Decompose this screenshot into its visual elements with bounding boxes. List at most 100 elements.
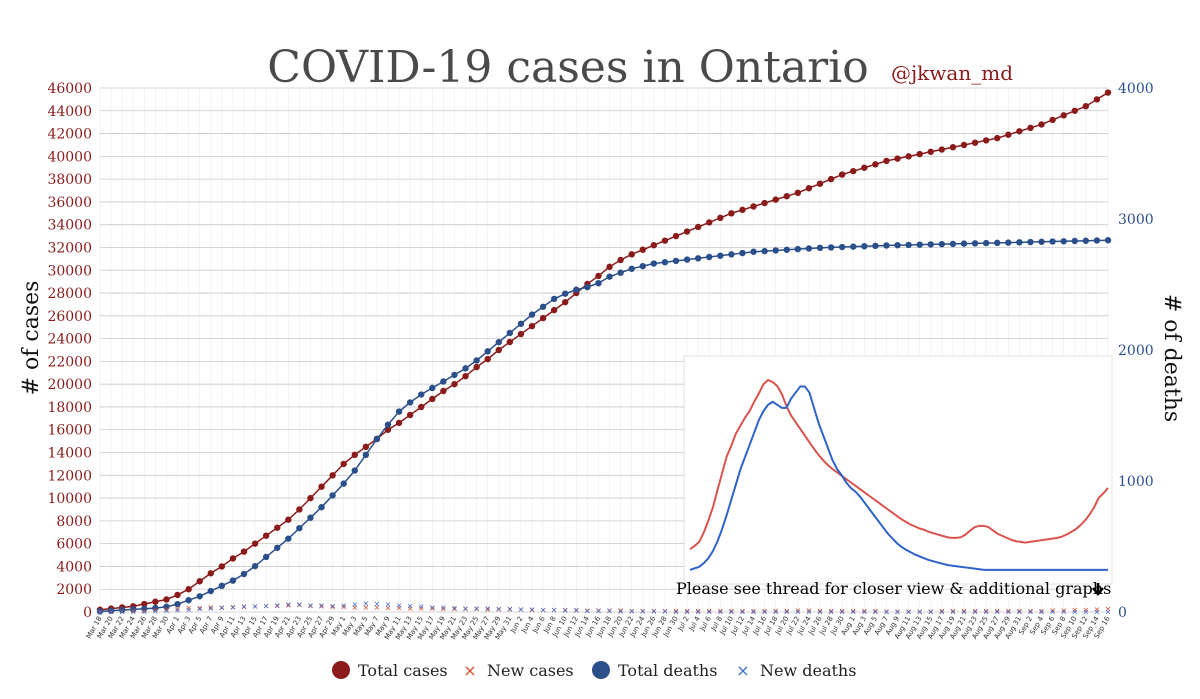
new-deaths-point: × bbox=[440, 603, 447, 612]
new-deaths-point: × bbox=[872, 608, 879, 617]
total-cases-point bbox=[539, 314, 547, 322]
y-left-tick-label: 14000 bbox=[47, 446, 92, 462]
total-cases-point bbox=[861, 164, 868, 171]
total-cases-point bbox=[318, 483, 325, 490]
new-cases-point: × bbox=[916, 607, 923, 616]
y-right-tick-label: 4000 bbox=[1118, 81, 1154, 97]
total-deaths-point bbox=[550, 295, 558, 303]
total-deaths-point bbox=[728, 251, 735, 258]
total-cases-point bbox=[717, 214, 724, 222]
new-cases-point: × bbox=[883, 607, 890, 616]
total-cases-point bbox=[994, 134, 1001, 142]
y-left-tick-label: 32000 bbox=[47, 240, 92, 256]
new-cases-point: × bbox=[839, 607, 846, 616]
total-deaths-point bbox=[805, 245, 813, 252]
total-deaths-point bbox=[274, 544, 281, 552]
new-cases-point: × bbox=[362, 603, 369, 612]
new-deaths-point: × bbox=[938, 608, 945, 617]
total-cases-point bbox=[262, 532, 270, 539]
total-deaths-point bbox=[196, 593, 203, 600]
total-cases-point bbox=[528, 322, 536, 330]
new-cases-point: × bbox=[495, 605, 502, 614]
new-cases-point: × bbox=[1094, 605, 1101, 614]
new-deaths-point: × bbox=[551, 606, 558, 615]
new-deaths-point: × bbox=[285, 600, 292, 609]
total-cases-point bbox=[938, 146, 946, 153]
new-cases-point: × bbox=[750, 607, 757, 616]
new-deaths-point: × bbox=[673, 607, 680, 616]
new-cases-point: × bbox=[462, 605, 469, 614]
new-deaths-point: × bbox=[119, 608, 126, 617]
new-cases-point: × bbox=[473, 605, 480, 614]
total-cases-point bbox=[495, 346, 502, 354]
total-cases-point bbox=[894, 155, 901, 162]
total-deaths-point bbox=[573, 286, 580, 293]
total-cases-point bbox=[927, 148, 934, 155]
new-cases-point: × bbox=[684, 607, 691, 616]
legend-new-cases: New cases bbox=[487, 661, 574, 680]
new-deaths-point: × bbox=[994, 608, 1001, 617]
new-cases-point: × bbox=[905, 607, 912, 616]
new-deaths-point: × bbox=[628, 607, 635, 616]
total-cases-point bbox=[229, 555, 237, 562]
new-cases-point: × bbox=[274, 602, 281, 611]
total-cases-point bbox=[1104, 89, 1112, 96]
new-deaths-point: × bbox=[307, 601, 314, 610]
legend-total-deaths-marker bbox=[592, 661, 610, 679]
new-cases-point: × bbox=[396, 604, 403, 613]
total-cases-point bbox=[517, 330, 525, 338]
new-cases-point: × bbox=[340, 603, 347, 612]
y-left-tick-label: 0 bbox=[83, 605, 92, 621]
total-deaths-point bbox=[1027, 238, 1034, 246]
total-deaths-point bbox=[783, 246, 790, 253]
new-deaths-point: × bbox=[374, 599, 381, 608]
total-cases-point bbox=[141, 600, 148, 608]
total-cases-point bbox=[1093, 96, 1101, 103]
new-cases-point: × bbox=[650, 606, 657, 615]
new-cases-point: × bbox=[961, 607, 968, 616]
total-deaths-point bbox=[927, 241, 934, 248]
new-cases-point: × bbox=[385, 603, 392, 612]
y-left-tick-label: 20000 bbox=[47, 377, 92, 393]
y-left-tick-label: 8000 bbox=[56, 514, 92, 530]
new-deaths-point: × bbox=[518, 605, 525, 614]
new-deaths-point: × bbox=[684, 607, 691, 616]
new-cases-point: × bbox=[662, 606, 669, 615]
legend[interactable]: Total cases × New cases Total deaths × N… bbox=[332, 661, 856, 680]
new-deaths-point: × bbox=[163, 607, 170, 616]
total-deaths-point bbox=[528, 311, 536, 318]
new-deaths-point: × bbox=[761, 608, 768, 617]
total-deaths-point bbox=[495, 338, 502, 346]
new-deaths-point: × bbox=[817, 608, 824, 617]
new-deaths-point: × bbox=[1082, 608, 1089, 617]
y-right-tick-label: 0 bbox=[1118, 605, 1127, 621]
total-deaths-point bbox=[429, 384, 436, 392]
y-right-tick-label: 3000 bbox=[1118, 212, 1154, 228]
y-left-tick-label: 28000 bbox=[47, 286, 92, 302]
total-deaths-point bbox=[816, 244, 824, 252]
total-cases-point bbox=[395, 419, 403, 427]
new-deaths-point: × bbox=[1071, 608, 1078, 617]
new-cases-point: × bbox=[407, 604, 414, 613]
new-deaths-point: × bbox=[263, 601, 270, 610]
new-cases-point: × bbox=[628, 606, 635, 615]
total-cases-point bbox=[805, 185, 813, 192]
new-cases-point: × bbox=[241, 602, 248, 611]
total-deaths-point bbox=[949, 240, 957, 248]
total-cases-point bbox=[462, 373, 469, 380]
total-deaths-point bbox=[861, 243, 868, 250]
total-cases-point bbox=[838, 171, 846, 178]
new-cases-point: × bbox=[518, 605, 525, 614]
new-deaths-point: × bbox=[506, 605, 513, 614]
total-deaths-point bbox=[584, 283, 591, 291]
y-left-tick-label: 34000 bbox=[47, 218, 92, 234]
total-deaths-point bbox=[617, 269, 624, 276]
total-deaths-point bbox=[373, 435, 381, 443]
total-deaths-point bbox=[451, 371, 458, 379]
new-cases-point: × bbox=[728, 607, 735, 616]
new-deaths-point: × bbox=[351, 600, 358, 609]
new-cases-point: × bbox=[706, 607, 713, 616]
total-deaths-point bbox=[706, 253, 713, 261]
new-cases-point: × bbox=[872, 607, 879, 616]
